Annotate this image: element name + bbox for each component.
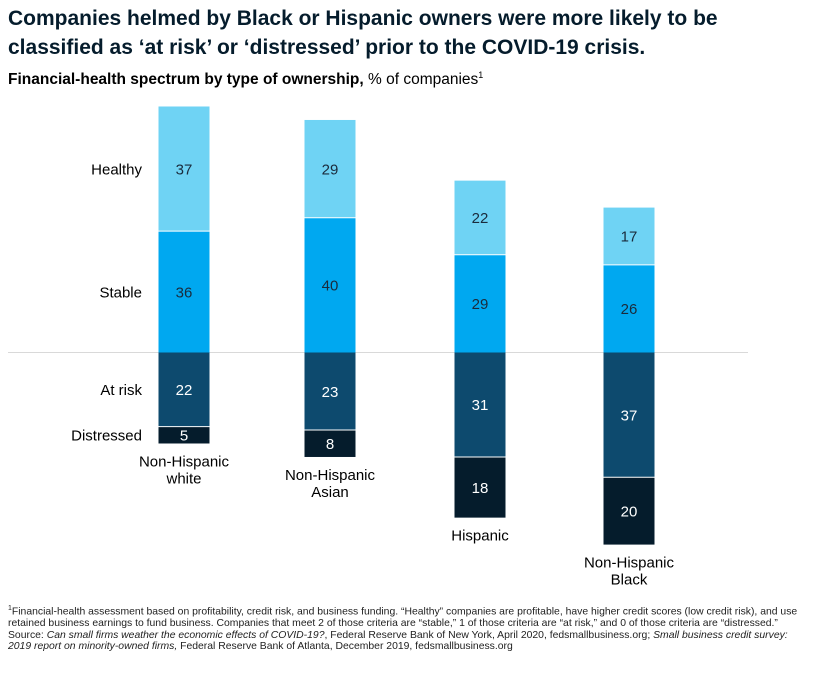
footnote: 1Financial-health assessment based on pr… [8,603,808,630]
row-label-stable: Stable [99,284,142,301]
subtitle-bold: Financial-health spectrum by type of own… [8,71,364,89]
subtitle-unit: % of companies [363,71,479,89]
bar-distressed-non-hispanic-white [158,426,210,444]
chart-notes: 1Financial-health assessment based on pr… [8,603,808,653]
category-label-non-hispanic-white: Non-Hispanic [139,453,230,470]
value-label-healthy-non-hispanic-asian: 29 [322,161,339,178]
category-label-non-hispanic-asian: Non-Hispanic [285,467,376,484]
value-label-at-risk-hispanic: 31 [472,397,489,414]
bar-healthy-non-hispanic-asian [304,119,356,218]
value-label-distressed-non-hispanic-asian: 8 [326,436,334,453]
row-label-at-risk: At risk [100,382,142,399]
chart-title: Companies helmed by Black or Hispanic ow… [8,7,718,59]
bar-healthy-non-hispanic-black [603,207,655,265]
bar-distressed-hispanic [454,456,506,518]
bar-stable-hispanic [454,254,506,353]
bar-at-risk-non-hispanic-white [158,352,210,427]
value-label-at-risk-non-hispanic-white: 22 [176,382,193,399]
value-label-stable-non-hispanic-asian: 40 [322,278,339,295]
row-label-distressed: Distressed [71,428,142,445]
category-label-non-hispanic-black: Non-Hispanic [584,555,675,572]
bar-healthy-non-hispanic-white [158,106,210,232]
bar-stable-non-hispanic-black [603,264,655,353]
value-label-healthy-non-hispanic-white: 37 [176,161,193,178]
value-label-distressed-non-hispanic-white: 5 [180,428,188,445]
subtitle-footnote-marker: 1 [478,70,484,80]
category-label-hispanic: Hispanic [451,528,509,545]
bar-stable-non-hispanic-asian [304,217,356,353]
value-label-at-risk-non-hispanic-black: 37 [621,407,638,424]
footnote-text: Financial-health assessment based on pro… [8,606,798,630]
value-label-healthy-hispanic: 22 [472,210,489,227]
chart-subtitle: Financial-health spectrum by type of own… [8,70,483,89]
source-note: Source: Can small firms weather the econ… [8,630,808,653]
value-label-stable-non-hispanic-white: 36 [176,284,193,301]
category-label-non-hispanic-asian: Asian [311,484,349,501]
category-label-non-hispanic-white: white [165,470,201,487]
value-label-distressed-non-hispanic-black: 20 [621,503,638,520]
bar-at-risk-non-hispanic-black [603,352,655,478]
bar-distressed-non-hispanic-black [603,477,655,545]
category-label-non-hispanic-black: Black [611,572,648,589]
footnote-marker: 1 [8,605,12,612]
value-label-at-risk-non-hispanic-asian: 23 [322,384,339,401]
value-label-stable-hispanic: 29 [472,296,489,313]
bar-stable-non-hispanic-white [158,231,210,353]
source-title-2: Small business credit survey: 2019 repor… [8,629,788,653]
source-prefix: Source: [8,629,47,641]
bar-healthy-hispanic [454,180,506,255]
bar-at-risk-non-hispanic-asian [304,352,356,431]
source-end: Federal Reserve Bank of Atlanta, Decembe… [177,641,513,653]
bar-distressed-non-hispanic-asian [304,430,356,457]
value-label-distressed-hispanic: 18 [472,480,489,497]
bar-at-risk-hispanic [454,352,506,457]
row-label-healthy: Healthy [91,161,142,178]
value-label-stable-non-hispanic-black: 26 [621,301,638,318]
source-mid: , Federal Reserve Bank of New York, Apri… [324,629,654,641]
source-title-1: Can small firms weather the economic eff… [46,629,325,641]
value-label-healthy-non-hispanic-black: 17 [621,229,638,246]
stacked-bar-chart: 36 37 22 5 40 29 23 8 29 22 31 18 26 17 37 20 Healthy Sta… [8,106,748,589]
